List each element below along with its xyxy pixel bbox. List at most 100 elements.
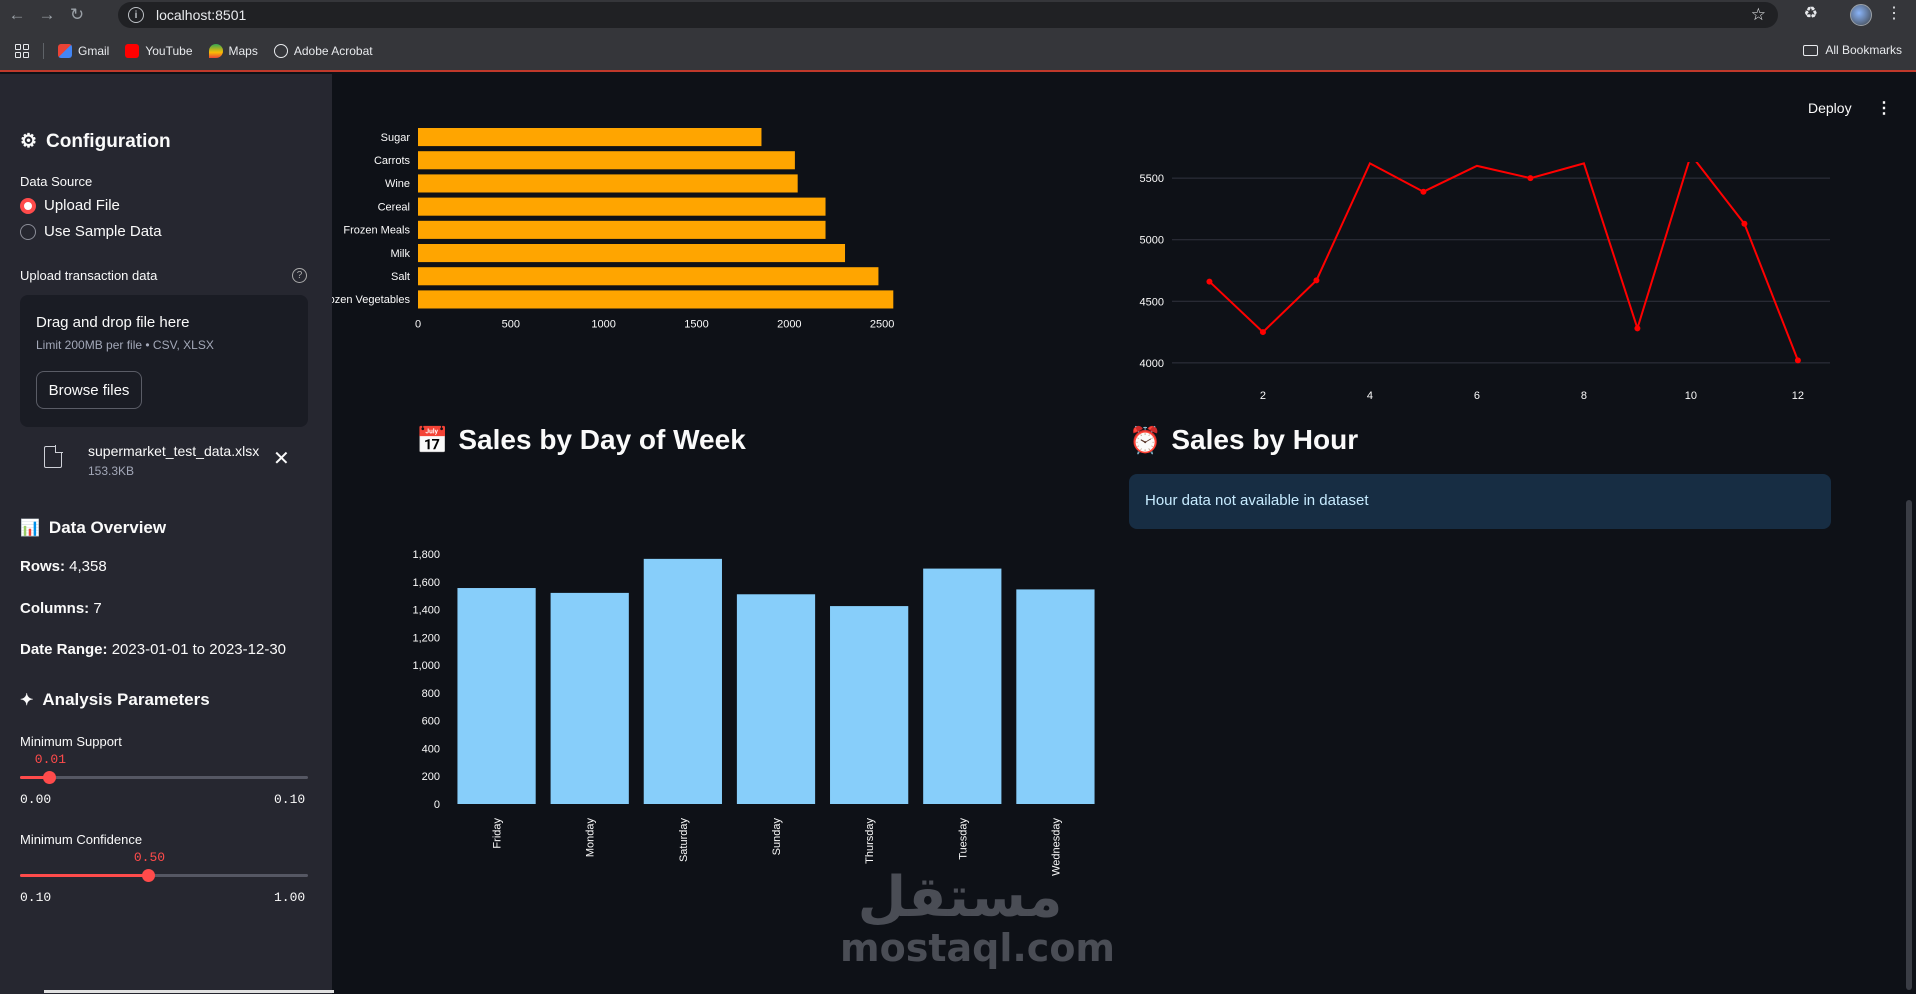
bar: [418, 174, 798, 193]
y-tick-label: Milk: [390, 248, 410, 260]
browser-menu-icon[interactable]: ⋮: [1886, 5, 1902, 22]
bookmark-adobe-acrobat[interactable]: Adobe Acrobat: [273, 44, 373, 58]
file-name: supermarket_test_data.xlsx: [88, 443, 260, 459]
data-point: [1259, 329, 1266, 336]
url-text[interactable]: localhost:8501: [156, 7, 247, 23]
rows-stat: Rows: 4,358: [20, 558, 107, 575]
min-support-max: 0.10: [274, 792, 306, 807]
bookmark-label: Gmail: [78, 44, 110, 58]
slider-fill: [20, 776, 49, 779]
date-range-label: Date Range:: [20, 641, 108, 658]
min-confidence-value: 0.50: [133, 850, 166, 865]
dropzone-title: Drag and drop file here: [36, 314, 190, 331]
y-tick-label: 200: [422, 771, 440, 783]
profile-avatar[interactable]: [1850, 4, 1872, 26]
x-tick-label: 500: [502, 319, 520, 331]
slider-fill: [20, 874, 148, 877]
forward-icon[interactable]: →: [38, 5, 56, 24]
radio-sample-label[interactable]: Use Sample Data: [44, 223, 162, 240]
bookmark-star-icon[interactable]: ☆: [1750, 5, 1766, 24]
y-tick-label: 5500: [1140, 173, 1164, 185]
alarm-clock-icon: ⏰: [1129, 424, 1162, 455]
bar-chart-icon: 📊: [20, 520, 40, 537]
x-tick-label: 0: [415, 319, 421, 331]
radio-upload-label[interactable]: Upload File: [44, 197, 120, 214]
app-menu-icon[interactable]: ⋮: [1876, 100, 1892, 117]
bar: [736, 594, 816, 804]
site-info-icon[interactable]: i: [128, 7, 144, 23]
x-tick-label: 1000: [591, 319, 615, 331]
data-point: [1206, 278, 1213, 285]
gmail-icon: [58, 44, 72, 58]
gear-icon: ⚙: [20, 131, 38, 152]
min-support-value: 0.01: [34, 752, 67, 767]
browse-files-button[interactable]: Browse files: [36, 371, 142, 409]
y-tick-label: 1,400: [412, 605, 440, 617]
min-confidence-slider[interactable]: [20, 869, 308, 882]
min-support-slider[interactable]: [20, 771, 308, 784]
all-bookmarks[interactable]: All Bookmarks: [1803, 43, 1902, 57]
y-tick-label: Frozen Vegetables: [332, 294, 410, 306]
youtube-icon: [125, 44, 140, 58]
x-tick-label: 2500: [870, 319, 894, 331]
y-tick-label: Salt: [391, 271, 410, 283]
radio-sample-data[interactable]: Use Sample Data: [20, 223, 162, 240]
bookmark-gmail[interactable]: Gmail: [58, 44, 109, 58]
horizontal-scrollbar[interactable]: [44, 990, 334, 993]
bookmarks-divider: [43, 43, 44, 59]
y-tick-label: 4500: [1140, 296, 1164, 308]
bar: [418, 197, 826, 216]
bar: [923, 568, 1002, 804]
y-tick-label: 800: [422, 688, 440, 700]
vertical-scrollbar[interactable]: [1906, 500, 1912, 990]
min-confidence-min: 0.10: [20, 890, 52, 905]
data-overview-header: 📊 Data Overview: [20, 518, 166, 538]
columns-value: 7: [93, 600, 102, 617]
x-tick-label: Tuesday: [957, 818, 969, 860]
y-tick-label: 400: [422, 743, 440, 755]
x-tick-label: 8: [1581, 390, 1587, 402]
x-tick-label: Saturday: [678, 818, 690, 863]
address-bar[interactable]: i localhost:8501 ☆: [118, 2, 1778, 28]
min-confidence-max: 1.00: [274, 890, 306, 905]
file-dropzone[interactable]: Drag and drop file here Limit 200MB per …: [20, 295, 308, 427]
radio-unselected-icon[interactable]: [20, 223, 36, 240]
sales-by-day-chart: 0 200 400 600 800 1,000 1,200 1,400 1,600 1,800 Fr…: [412, 549, 1095, 876]
extensions-icon[interactable]: ♻: [1803, 5, 1818, 22]
rows-label: Rows:: [20, 558, 65, 575]
slider-thumb[interactable]: [42, 771, 56, 784]
deploy-button[interactable]: Deploy: [1808, 100, 1852, 116]
monthly-sales-chart: 4000 4500 5000 5500 2 4 6 8 10 12: [1140, 162, 1830, 402]
bookmark-maps[interactable]: Maps: [208, 44, 258, 58]
top-products-chart: Sugar Carrots Wine Cereal Frozen Meals Milk Sa…: [332, 128, 894, 331]
y-tick-label: 1,200: [412, 632, 440, 644]
slider-thumb[interactable]: [141, 869, 155, 882]
analysis-parameters-title: Analysis Parameters: [42, 690, 210, 709]
y-tick-label: 5000: [1140, 235, 1164, 247]
help-icon[interactable]: ?: [292, 268, 307, 283]
apps-grid-icon[interactable]: [15, 44, 29, 58]
remove-file-icon[interactable]: ✕: [273, 448, 290, 470]
reload-icon[interactable]: ↻: [69, 5, 85, 24]
data-point: [1794, 357, 1801, 364]
bar: [1016, 589, 1095, 804]
bookmark-youtube[interactable]: YouTube: [125, 44, 193, 58]
file-size: 153.3KB: [88, 464, 135, 478]
y-tick-label: 4000: [1140, 358, 1164, 370]
data-point: [1420, 188, 1427, 195]
bar: [418, 244, 846, 263]
min-support-label: Minimum Support: [20, 734, 122, 749]
radio-upload-file[interactable]: Upload File: [20, 197, 120, 214]
back-icon[interactable]: ←: [8, 5, 26, 24]
sales-by-day-title: Sales by Day of Week: [458, 424, 746, 455]
x-tick-label: 4: [1367, 390, 1373, 402]
y-tick-label: Frozen Meals: [343, 225, 410, 237]
bar: [418, 220, 826, 239]
configuration-header: ⚙ Configuration: [20, 130, 171, 153]
y-tick-label: 1,800: [412, 549, 440, 561]
sidebar: ⚙ Configuration Data Source Upload File …: [0, 74, 332, 994]
watermark-arabic: مستقل: [857, 865, 1063, 930]
radio-selected-icon[interactable]: [20, 197, 36, 214]
bookmark-label: Maps: [228, 44, 258, 58]
bar: [830, 606, 909, 804]
